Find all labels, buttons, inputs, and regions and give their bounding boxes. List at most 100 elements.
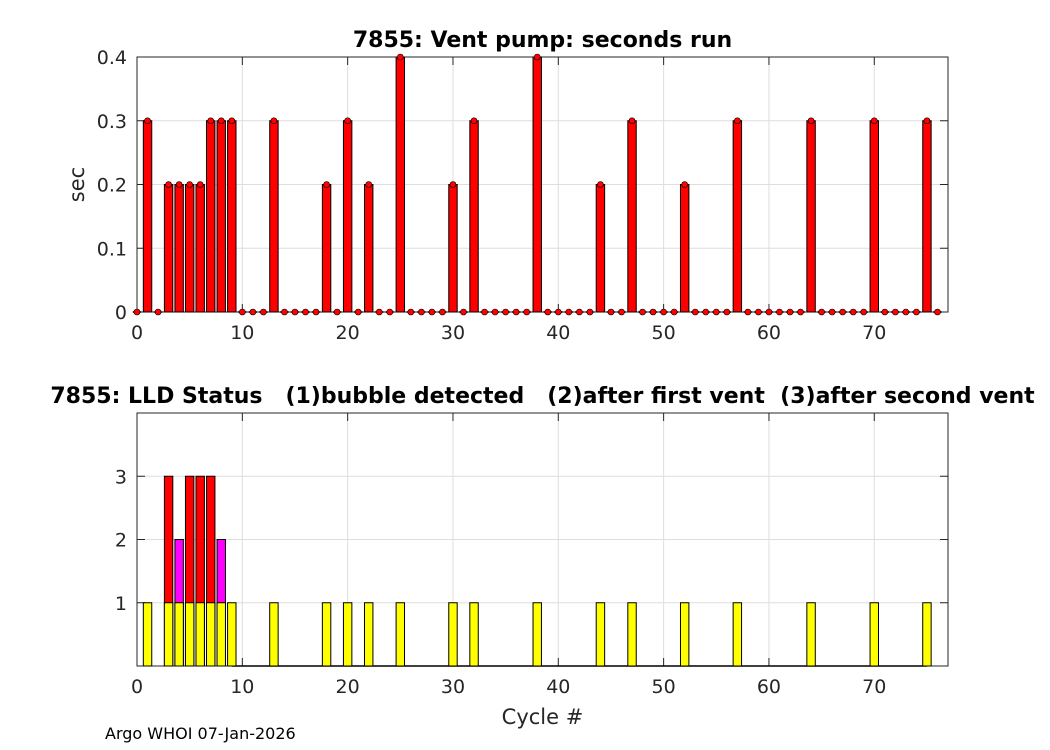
bar-tip-marker xyxy=(744,308,752,316)
bar-tip-marker xyxy=(649,308,657,316)
bar xyxy=(195,184,205,313)
bar-tip-marker xyxy=(544,308,552,316)
x-tick-label: 60 xyxy=(757,322,781,344)
bar-tip-marker xyxy=(849,308,857,316)
bar xyxy=(532,602,542,667)
bar xyxy=(679,184,690,313)
bar-tip-marker xyxy=(639,308,646,316)
x-tick-label: 40 xyxy=(546,676,570,698)
bar-tip-marker xyxy=(354,308,362,316)
bar xyxy=(184,184,195,313)
bar-tip-marker xyxy=(375,308,383,316)
bar-tip-marker xyxy=(881,308,889,316)
x-tick-label: 0 xyxy=(131,676,143,698)
bar xyxy=(184,602,195,667)
bar-tip-marker xyxy=(481,308,488,316)
x-tick-label: 70 xyxy=(862,322,886,344)
bar xyxy=(342,602,353,667)
bar-tip-marker xyxy=(333,308,341,316)
bar-tip-marker xyxy=(913,308,920,316)
bar xyxy=(174,602,184,667)
y-tick-label: 3 xyxy=(115,466,127,488)
bar-tip-marker xyxy=(133,308,141,316)
bar-tip-marker xyxy=(365,181,373,188)
x-tick-label: 0 xyxy=(131,322,143,344)
bar-tip-marker xyxy=(302,308,309,316)
bar-tip-marker xyxy=(818,308,825,316)
bar-tip-marker xyxy=(270,117,278,125)
bar-tip-marker xyxy=(734,117,741,125)
bar-tip-marker xyxy=(723,308,731,316)
bar xyxy=(216,120,226,313)
x-tick-label: 60 xyxy=(757,676,781,698)
grid-lines xyxy=(137,412,948,666)
bar xyxy=(364,602,374,667)
bar-tip-marker xyxy=(344,117,351,125)
bar xyxy=(448,184,458,313)
bar-tip-marker xyxy=(323,181,330,188)
bar-tip-marker xyxy=(902,308,910,316)
bar xyxy=(732,602,743,667)
bar xyxy=(142,602,153,667)
bar-tip-marker xyxy=(502,308,509,316)
bar xyxy=(395,602,406,667)
bar xyxy=(869,602,879,667)
bar-tip-marker xyxy=(860,308,868,316)
bar-tip-marker xyxy=(217,117,225,125)
grid-lines xyxy=(137,56,948,312)
chart-title: 7855: Vent pump: seconds run xyxy=(353,28,732,53)
bar-tip-marker xyxy=(807,117,815,125)
bar-tip-marker xyxy=(870,117,878,125)
bar xyxy=(469,602,479,667)
bar xyxy=(227,120,237,313)
bar-tip-marker xyxy=(702,308,710,316)
chart-title: 7855: LLD Status (1)bubble detected (2)a… xyxy=(50,384,1035,409)
bar-tip-marker xyxy=(839,308,846,316)
bar-tip-marker xyxy=(260,308,267,316)
bar-tip-marker xyxy=(923,117,931,125)
bar-tip-marker xyxy=(797,308,804,316)
bar xyxy=(174,184,184,313)
bar-tip-marker xyxy=(249,308,257,316)
y-tick-label: 0 xyxy=(115,302,127,324)
bar xyxy=(469,120,479,313)
bar-tip-marker xyxy=(533,53,541,61)
y-tick-label: 1 xyxy=(115,593,127,615)
bar-tip-marker xyxy=(407,308,415,316)
bar xyxy=(922,120,932,313)
bar xyxy=(448,602,458,667)
x-tick-label: 10 xyxy=(230,322,254,344)
bar-tip-marker xyxy=(207,117,215,125)
bar-tip-marker xyxy=(196,181,204,188)
bar xyxy=(395,56,406,313)
bar xyxy=(269,120,279,313)
bar xyxy=(595,602,606,667)
bar-tip-marker xyxy=(755,308,762,316)
bar xyxy=(163,184,174,313)
bar-tip-marker xyxy=(460,308,467,316)
y-tick-label: 0.4 xyxy=(97,47,127,69)
bar xyxy=(269,602,279,667)
bar xyxy=(806,602,816,667)
bar-tip-marker xyxy=(776,308,783,316)
bar xyxy=(922,602,932,667)
bar-tip-marker xyxy=(439,308,446,316)
bar-tip-marker xyxy=(712,308,720,316)
bar-tip-marker xyxy=(281,308,288,316)
bar-tip-marker xyxy=(892,308,899,316)
bar-tip-marker xyxy=(228,117,236,125)
y-tick-label: 2 xyxy=(115,530,127,552)
bar-tip-marker xyxy=(597,181,604,188)
bar xyxy=(163,602,174,667)
bar-tip-marker xyxy=(512,308,520,316)
y-tick-label: 0.1 xyxy=(97,238,127,260)
bar xyxy=(806,120,816,313)
bar xyxy=(679,602,690,667)
bar-series xyxy=(132,53,942,316)
bar-tip-marker xyxy=(186,181,193,188)
bar-tip-marker xyxy=(554,308,562,316)
x-tick-label: 50 xyxy=(652,676,676,698)
x-tick-label: 30 xyxy=(441,676,465,698)
bar xyxy=(869,120,879,313)
